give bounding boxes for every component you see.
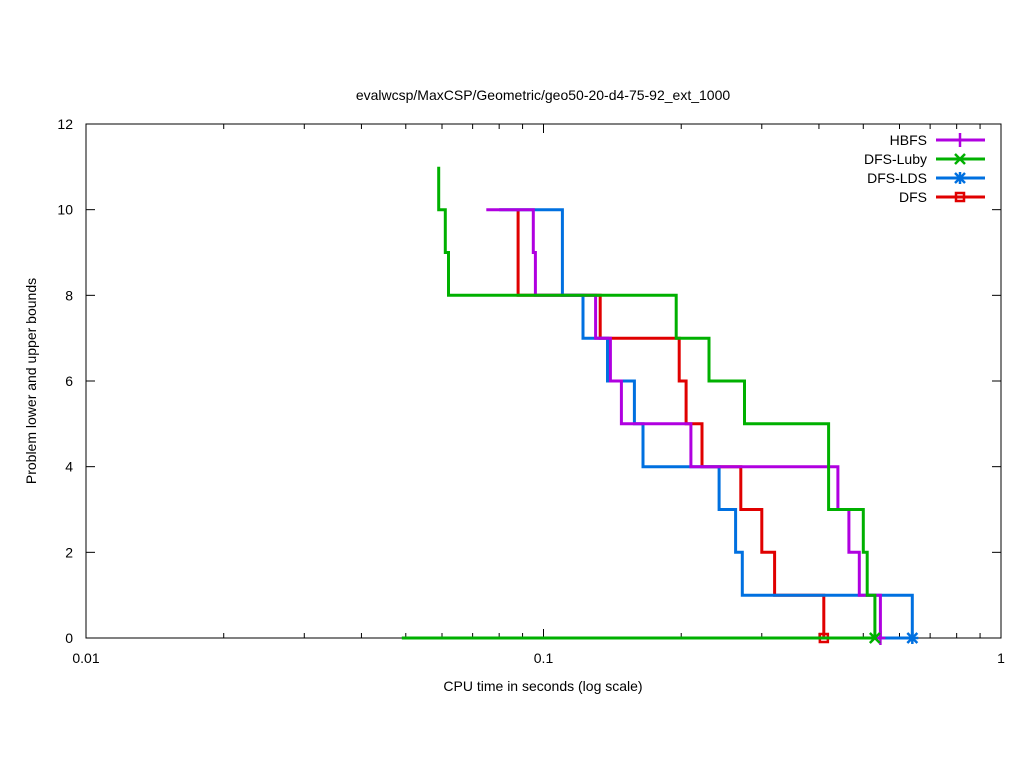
y-tick-label-2: 4 [65,459,73,475]
series-dfs-luby [401,166,881,644]
series-dfs-luby-upper-bound-line [437,166,877,638]
series-dfs-upper-bound-line [516,209,826,638]
legend-item-hbfs: HBFS [890,132,985,148]
legend-item-dfs-lds: DFS-LDS [867,170,985,186]
y-tick-label-0: 0 [65,630,73,646]
series-hbfs-final-point [875,631,886,645]
series-dfs-lds-final-point [906,632,919,644]
legend-label-hbfs: HBFS [890,132,927,148]
series-dfs-luby-final-point [868,632,881,644]
series-hbfs [472,208,886,645]
series-layer [401,166,919,645]
x-axis-title: CPU time in seconds (log scale) [443,678,642,694]
legend-marker-dfs-luby [954,153,966,165]
y-tick-label-1: 2 [65,544,73,560]
y-tick-label-5: 10 [57,202,73,218]
x-tick-labels: 0.01 0.1 1 [72,650,1005,666]
series-dfs-lds-upper-bound-line [499,208,914,638]
x-tick-label-2: 1 [997,650,1005,666]
series-hbfs-upper-bound-line [486,208,882,638]
legend-label-dfs: DFS [899,189,927,205]
plot-frame [85,123,1002,639]
y-tick-labels: 0 2 4 6 8 10 12 [57,116,73,646]
y-axis-title: Problem lower and upper bounds [23,278,39,484]
legend: HBFS DFS-Luby DFS-LDS DFS [864,132,985,205]
legend-marker-dfs-lds [954,172,966,184]
x-tick-label-0: 0.01 [72,650,99,666]
legend-marker-dfs [954,191,966,203]
x-tick-label-1: 0.1 [534,650,554,666]
legend-marker-hbfs [955,133,965,147]
series-dfs [442,209,830,644]
ticks [85,123,1002,639]
y-tick-label-4: 8 [65,287,73,303]
y-tick-label-6: 12 [57,116,73,132]
legend-label-dfs-luby: DFS-Luby [864,151,927,167]
legend-label-dfs-lds: DFS-LDS [867,170,927,186]
legend-item-dfs-luby: DFS-Luby [864,151,985,167]
y-tick-label-3: 6 [65,373,73,389]
chart-title: evalwcsp/MaxCSP/Geometric/geo50-20-d4-75… [356,87,731,103]
series-dfs-lds [499,208,919,644]
legend-item-dfs: DFS [899,189,985,205]
